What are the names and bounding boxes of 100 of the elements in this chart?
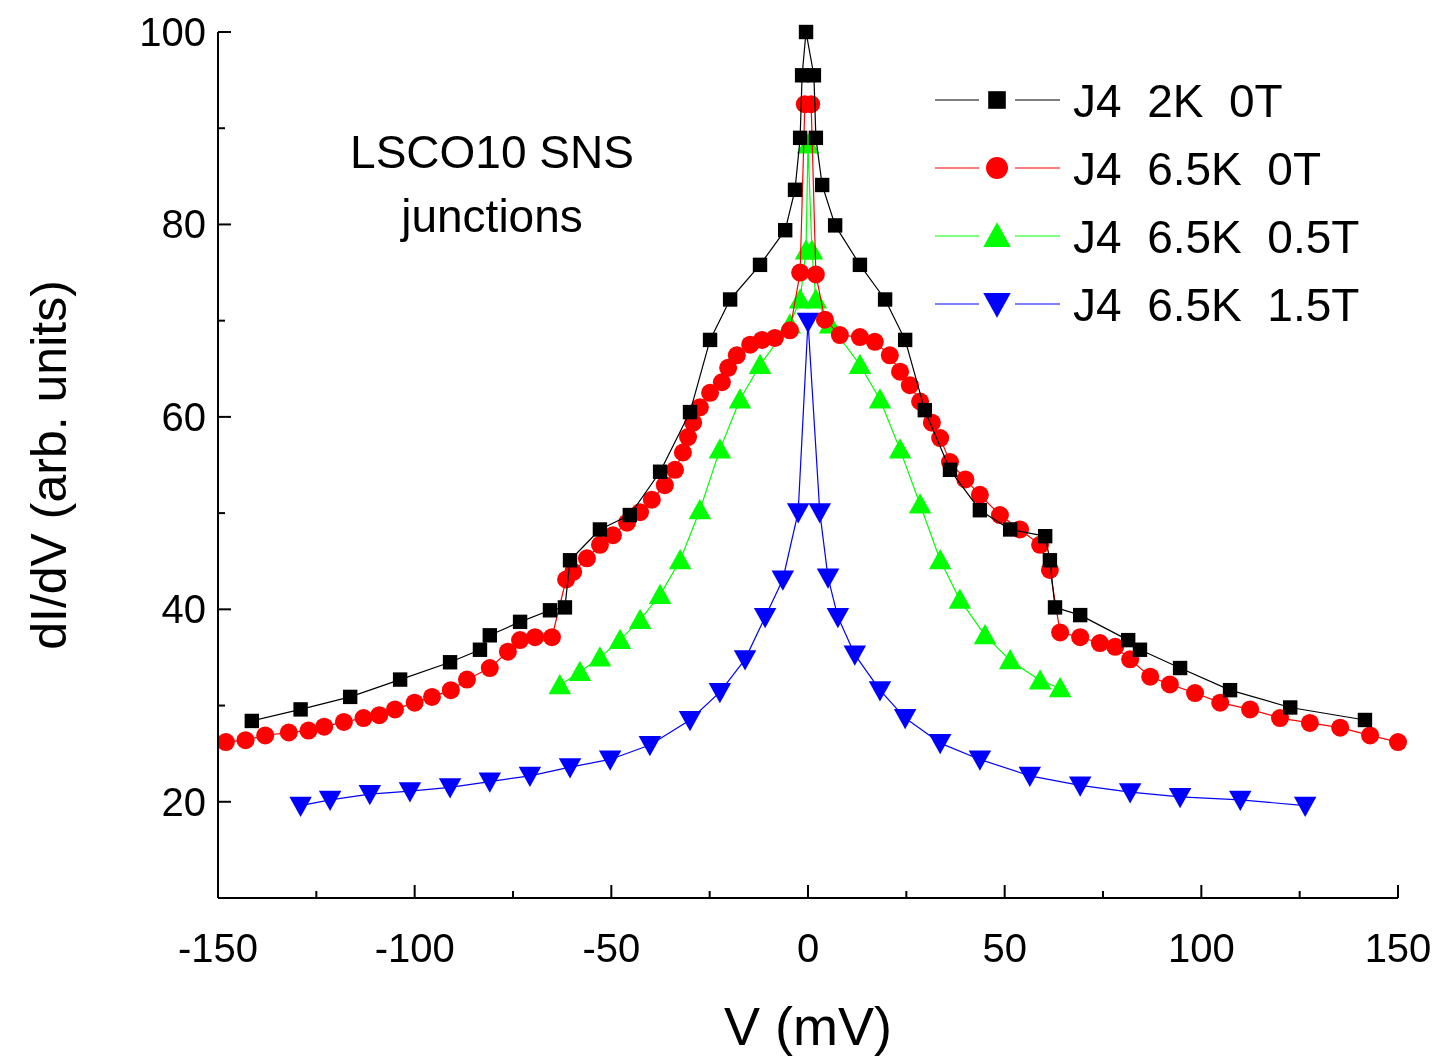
point [942, 462, 958, 478]
point [622, 507, 638, 523]
x-tick-label: 150 [1364, 926, 1432, 970]
x-tick-label: 100 [1167, 926, 1235, 970]
point [998, 649, 1022, 670]
x-tick-label: 0 [796, 926, 820, 970]
legend-label: J4 6.5K 0.5T [1073, 211, 1360, 263]
point [638, 736, 662, 757]
point [1120, 632, 1136, 648]
point [558, 758, 582, 779]
point [1028, 669, 1052, 690]
point [1048, 676, 1072, 698]
point [1132, 642, 1148, 657]
point [628, 608, 652, 629]
x-tick-label: 50 [982, 926, 1027, 970]
y-tick-label: 100 [139, 10, 206, 54]
point [771, 570, 795, 591]
point [562, 553, 578, 568]
point [1118, 783, 1142, 804]
point [752, 257, 768, 273]
point [708, 683, 732, 704]
point [897, 332, 913, 348]
point [848, 353, 872, 374]
point [722, 292, 738, 307]
point [1168, 787, 1192, 809]
point [814, 177, 830, 193]
point [968, 750, 992, 771]
point [608, 628, 632, 650]
point [668, 549, 692, 570]
point [786, 503, 810, 524]
point [796, 312, 820, 333]
annotation: LSCO10 SNS junctions [350, 126, 634, 242]
point [728, 388, 752, 409]
point [877, 292, 893, 307]
point [1002, 522, 1018, 537]
point [592, 522, 608, 537]
x-tick-label: -150 [177, 926, 259, 970]
point [648, 583, 672, 604]
point [1072, 607, 1088, 623]
point [652, 464, 668, 479]
point [798, 24, 814, 40]
point [568, 660, 592, 681]
legend-label: J4 6.5K 1.5T [1073, 279, 1360, 331]
x-tick-label: -100 [374, 926, 455, 970]
y-tick-label: 80 [161, 202, 206, 247]
point [1172, 660, 1188, 676]
point [688, 498, 712, 520]
point [777, 223, 793, 238]
point [478, 772, 502, 793]
point [342, 689, 358, 705]
point [702, 332, 718, 348]
point [787, 182, 803, 197]
point [972, 503, 988, 518]
point [973, 624, 997, 645]
point [1037, 529, 1053, 544]
point [748, 353, 772, 374]
point [1357, 712, 1373, 728]
point [518, 766, 542, 788]
point [1068, 776, 1092, 797]
point [598, 750, 622, 771]
point [928, 734, 952, 755]
point [1283, 700, 1298, 715]
y-tick-label: 40 [161, 587, 206, 632]
point [708, 438, 732, 459]
point [293, 702, 308, 717]
point [806, 68, 822, 83]
point [588, 646, 612, 667]
point [1229, 790, 1252, 812]
point [548, 674, 572, 695]
point [1042, 553, 1058, 568]
x-axis-title: V (mV) [724, 996, 892, 1056]
x-tick-label: -50 [582, 926, 641, 970]
legend-label: J4 2K 0T [1073, 75, 1283, 127]
point [358, 785, 382, 806]
y-axis-title: dI/dV (arb. units) [21, 280, 77, 650]
point [472, 642, 488, 657]
point [1018, 766, 1042, 788]
point [482, 628, 497, 643]
point [289, 796, 312, 817]
point [843, 645, 867, 666]
point [816, 568, 840, 589]
point [753, 608, 777, 629]
point [678, 710, 702, 732]
legend-label: J4 6.5K 0T [1073, 143, 1322, 195]
point [852, 257, 868, 273]
point [827, 218, 843, 233]
y-tick-label: 20 [161, 779, 206, 824]
point [733, 650, 757, 671]
point [826, 608, 850, 629]
point [908, 493, 932, 514]
point [1047, 600, 1063, 615]
point [318, 790, 342, 812]
point [512, 614, 528, 630]
y-tick-label: 60 [161, 394, 206, 439]
point [682, 404, 698, 420]
point [1222, 682, 1238, 698]
point [808, 503, 832, 524]
point [542, 603, 558, 618]
point [557, 600, 573, 615]
point [868, 681, 892, 702]
